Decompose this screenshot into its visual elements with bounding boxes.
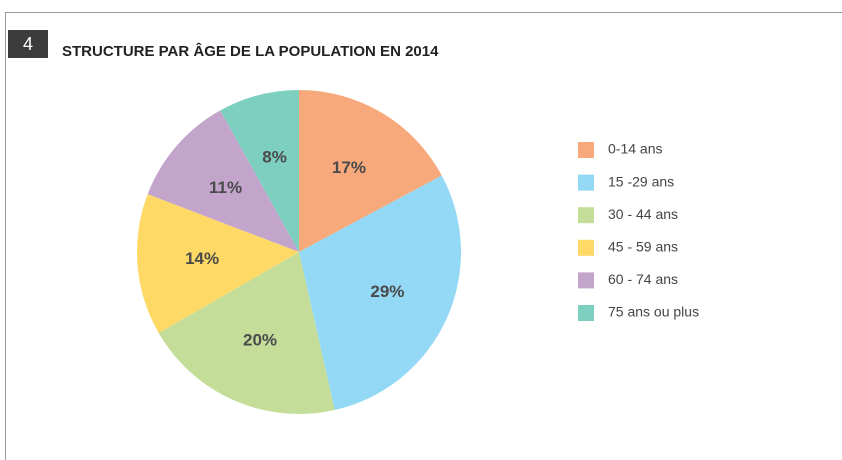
pie-slice (137, 194, 299, 333)
legend-swatch (578, 207, 594, 224)
pie-slice (158, 252, 335, 415)
badge: 4 (23, 34, 33, 54)
badge-box (8, 30, 48, 58)
legend-label: 0-14 ans (608, 141, 662, 157)
value-label: 11% (209, 178, 242, 197)
legend-label: 75 ans ou plus (608, 304, 699, 320)
legend-label: 45 - 59 ans (608, 239, 678, 255)
pie-slice (220, 90, 299, 252)
legend-swatch (578, 174, 594, 191)
value-label: 29% (370, 282, 404, 301)
legend-swatch (578, 142, 594, 158)
value-label: 20% (243, 331, 277, 350)
chart-title: STRUCTURE PAR ÂGE DE LA POPULATION EN 20… (62, 42, 439, 60)
legend-label: 15 -29 ans (608, 173, 674, 189)
legend-label: 60 - 74 ans (608, 271, 678, 287)
legend-swatch (578, 272, 594, 289)
pie-slice (147, 110, 299, 252)
pie-slice (299, 90, 442, 252)
value-label: 17% (332, 158, 366, 177)
pie-slice (299, 175, 461, 411)
legend-label: 30 - 44 ans (608, 206, 678, 222)
legend-swatch (578, 239, 594, 256)
legend-swatch (578, 305, 594, 321)
value-label: 14% (185, 249, 219, 268)
value-label: 8% (262, 147, 287, 166)
